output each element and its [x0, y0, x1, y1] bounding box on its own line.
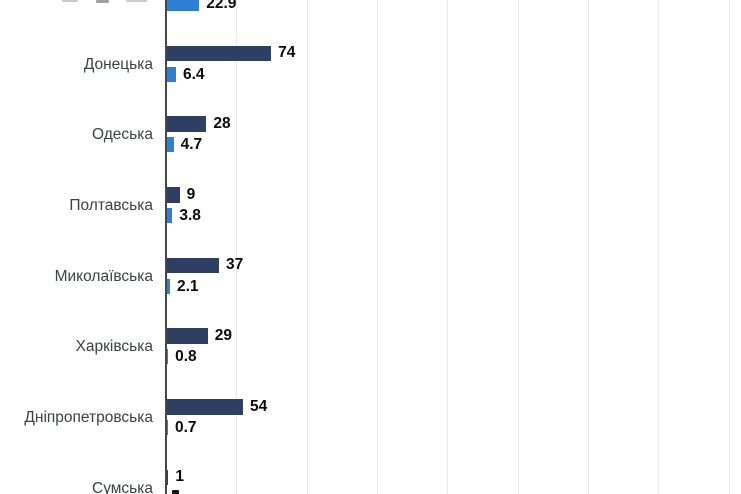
category-label: Дніпропетровська [24, 409, 153, 426]
value-label-dark: 74 [278, 44, 296, 62]
label-fragment-mark [96, 0, 109, 3]
bar-dark-blue [167, 469, 169, 486]
bar-light-blue [167, 66, 176, 82]
x-gridline [306, 0, 308, 494]
bar-dark-blue [167, 45, 272, 62]
clipped-bottom-value-fragment [172, 490, 179, 494]
label-fragment-mark [62, 0, 78, 2]
category-label: Сумська [92, 479, 153, 494]
x-gridline [728, 0, 730, 494]
bar-dark-blue [167, 399, 243, 415]
value-label-light: 4.7 [180, 136, 203, 154]
category-label: Харківська [75, 338, 153, 356]
x-gridline [517, 0, 519, 494]
x-gridline [447, 0, 449, 494]
bar-light-blue [167, 349, 169, 365]
bar-light-blue [167, 137, 174, 153]
value-label-light: 6.4 [183, 65, 205, 83]
bar-light-blue [167, 0, 200, 11]
x-gridline [588, 0, 590, 494]
bar-dark-blue [167, 257, 220, 274]
bar-light-blue [167, 208, 173, 223]
value-label-dark: 1 [175, 468, 185, 486]
value-label-dark: 29 [214, 327, 233, 345]
y-axis-line [165, 0, 167, 494]
value-label-dark: 9 [186, 185, 196, 203]
bar-dark-blue [167, 187, 180, 203]
value-label-light: 22.9 [206, 0, 237, 12]
value-label-light: 3.8 [179, 207, 201, 224]
bar-dark-blue [167, 116, 207, 132]
category-label: Миколаївська [54, 267, 153, 285]
x-gridline [658, 0, 660, 494]
value-label-dark: 37 [226, 256, 244, 274]
x-gridline [236, 0, 238, 494]
x-gridline [377, 0, 379, 494]
value-label-light: 0.8 [175, 348, 197, 366]
category-label: Полтавська [69, 197, 153, 214]
label-fragment-mark [126, 0, 147, 2]
value-label-dark: 28 [213, 115, 231, 133]
bar-light-blue [167, 420, 168, 435]
value-label-dark: 54 [249, 397, 268, 415]
category-label: Донецька [83, 55, 153, 73]
value-label-light: 0.7 [174, 419, 197, 436]
category-label: Одеська [92, 126, 153, 144]
bar-dark-blue [167, 328, 208, 344]
value-label-light: 2.1 [176, 277, 199, 295]
bar-light-blue [167, 278, 170, 294]
